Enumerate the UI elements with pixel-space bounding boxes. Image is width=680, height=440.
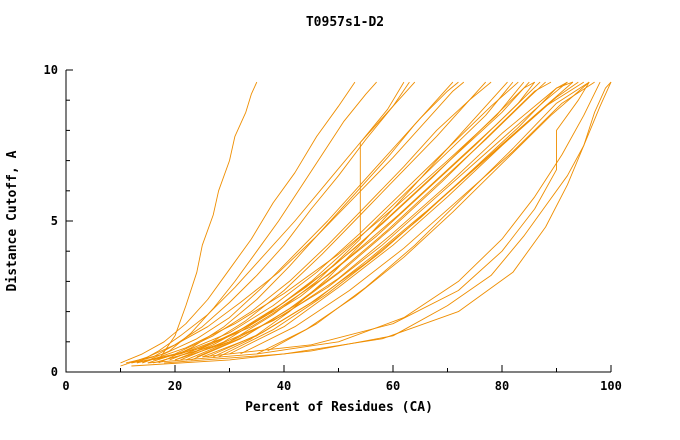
svg-text:10: 10 (44, 63, 58, 77)
model-curve (169, 81, 487, 361)
svg-text:80: 80 (495, 379, 509, 393)
model-curve (218, 81, 585, 358)
model-curve (131, 81, 536, 364)
model-curve (196, 81, 552, 358)
svg-text:40: 40 (277, 379, 291, 393)
svg-text:60: 60 (386, 379, 400, 393)
model-curve (120, 81, 356, 364)
y-axis-label: Distance Cutoff, A (5, 150, 20, 291)
model-curve (267, 81, 590, 352)
chart-title: T0957s1-D2 (306, 15, 384, 30)
svg-text:20: 20 (168, 379, 182, 393)
model-curve (202, 81, 590, 358)
model-curve (163, 81, 568, 361)
model-curve (142, 81, 525, 364)
model-curve (240, 81, 595, 355)
model-curve (213, 81, 508, 358)
svg-text:0: 0 (62, 379, 69, 393)
model-curve (164, 81, 612, 364)
model-curve (174, 81, 574, 361)
model-curve (136, 81, 405, 364)
svg-text:100: 100 (600, 379, 622, 393)
model-curve (131, 81, 612, 367)
model-curve (147, 81, 601, 364)
x-axis-label: Percent of Residues (CA) (245, 400, 433, 415)
model-curve (174, 81, 530, 361)
model-curve (229, 81, 579, 355)
svg-text:5: 5 (51, 214, 58, 228)
model-curve (180, 81, 514, 361)
svg-text:0: 0 (51, 365, 58, 379)
model-curve (158, 81, 258, 361)
axes (65, 70, 611, 373)
axis-ticks: 0 20 40 60 80 100 0 5 10 (44, 63, 622, 393)
model-curve (120, 81, 465, 367)
model-curve (158, 81, 454, 364)
model-curve (256, 81, 590, 355)
series-lines (120, 81, 612, 367)
model-curve (147, 81, 519, 364)
model-curve (185, 81, 416, 361)
model-curve (142, 81, 377, 364)
